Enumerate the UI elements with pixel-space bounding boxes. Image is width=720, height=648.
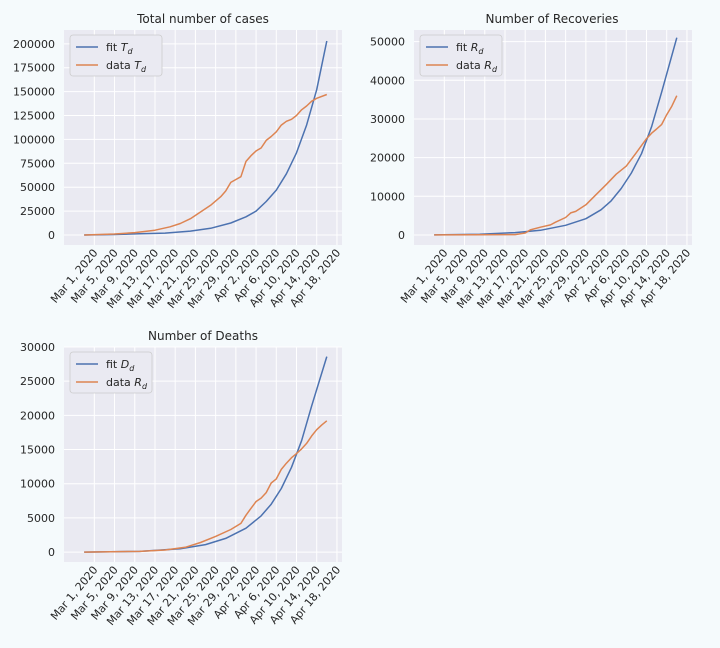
y-tick-label: 25000 bbox=[20, 205, 55, 218]
y-tick-label: 0 bbox=[48, 229, 55, 242]
fit-series-line bbox=[84, 40, 328, 236]
y-tick-label: 175000 bbox=[13, 62, 55, 75]
y-tick-label: 20000 bbox=[370, 152, 405, 165]
data-series-line bbox=[84, 420, 328, 553]
legend-label: data Rd bbox=[106, 376, 148, 391]
legend-label: fit Dd bbox=[106, 358, 135, 373]
y-tick-label: 150000 bbox=[13, 86, 55, 99]
legend-label: fit Rd bbox=[456, 41, 484, 56]
chart-title: Number of Recoveries bbox=[486, 12, 619, 26]
legend-label: fit Td bbox=[106, 41, 133, 56]
y-tick-label: 25000 bbox=[20, 375, 55, 388]
legend: fit Dd data Rd bbox=[69, 351, 153, 394]
data-series-line bbox=[434, 95, 678, 236]
y-tick-label: 30000 bbox=[370, 113, 405, 126]
y-tick-label: 0 bbox=[48, 546, 55, 559]
chart-title: Total number of cases bbox=[136, 12, 269, 26]
legend: fit Rd data Rd bbox=[419, 34, 503, 77]
y-tick-label: 30000 bbox=[20, 341, 55, 354]
data-series-line bbox=[84, 93, 328, 236]
y-tick-label: 50000 bbox=[370, 36, 405, 49]
legend-label: data Rd bbox=[456, 59, 498, 74]
y-tick-label: 20000 bbox=[20, 409, 55, 422]
fit-series-line bbox=[434, 37, 678, 236]
y-tick-label: 40000 bbox=[370, 74, 405, 87]
y-tick-label: 15000 bbox=[20, 444, 55, 457]
y-tick-label: 10000 bbox=[370, 190, 405, 203]
legend: fit Td data Td bbox=[69, 34, 163, 77]
y-tick-label: 5000 bbox=[27, 512, 55, 525]
y-tick-label: 75000 bbox=[20, 157, 55, 170]
y-tick-label: 200000 bbox=[13, 38, 55, 51]
y-tick-label: 125000 bbox=[13, 110, 55, 123]
y-tick-label: 10000 bbox=[20, 478, 55, 491]
legend-label: data Td bbox=[106, 59, 147, 74]
y-tick-label: 100000 bbox=[13, 133, 55, 146]
y-tick-label: 0 bbox=[398, 229, 405, 242]
y-tick-label: 50000 bbox=[20, 181, 55, 194]
chart-title: Number of Deaths bbox=[148, 329, 258, 343]
